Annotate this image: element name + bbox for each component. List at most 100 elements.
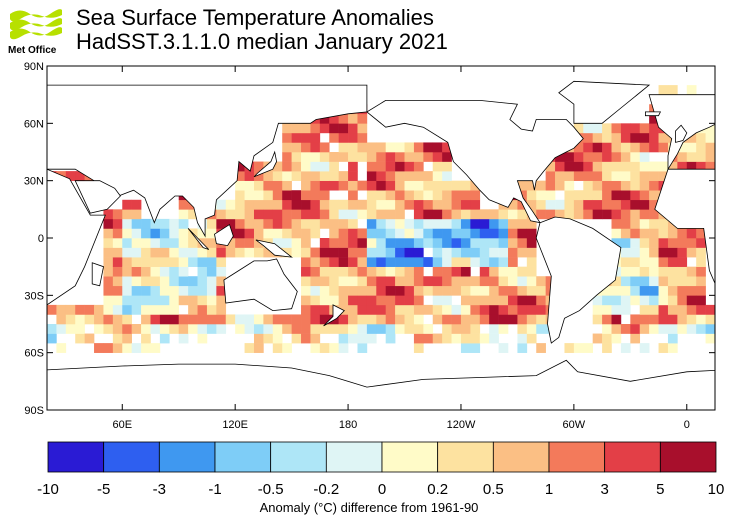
anomaly-cell: [122, 285, 132, 296]
anomaly-cell: [65, 171, 76, 181]
anomaly-cell: [489, 266, 499, 277]
land-arabia: [74, 180, 121, 214]
anomaly-cell: [442, 276, 452, 287]
anomaly-cell: [235, 180, 245, 191]
anomaly-cell: [206, 295, 217, 306]
anomaly-cell: [517, 295, 528, 306]
anomaly-cell: [479, 314, 490, 325]
anomaly-cell: [658, 324, 669, 334]
anomaly-cell: [592, 171, 603, 181]
anomaly-cell: [253, 333, 264, 344]
anomaly-cell: [517, 314, 528, 325]
anomaly-cell: [583, 171, 593, 181]
anomaly-cell: [583, 343, 593, 353]
anomaly-cell: [630, 199, 641, 210]
anomaly-cell: [432, 190, 443, 201]
anomaly-cell: [630, 171, 641, 181]
anomaly-cell: [366, 324, 377, 334]
anomaly-cell: [348, 209, 358, 220]
anomaly-cell: [479, 209, 490, 220]
anomaly-cell: [602, 314, 612, 325]
anomaly-cell: [413, 228, 424, 239]
anomaly-cell: [498, 343, 509, 353]
anomaly-cell: [479, 218, 490, 229]
anomaly-cell: [291, 209, 302, 220]
anomaly-cell: [141, 247, 151, 258]
anomaly-cell: [348, 266, 358, 277]
anomaly-cell: [188, 324, 198, 334]
legend-swatch: [492, 441, 550, 473]
anomaly-cell: [649, 190, 659, 201]
anomaly-cell: [432, 238, 443, 248]
anomaly-cell: [65, 324, 76, 334]
anomaly-cell: [649, 266, 659, 277]
anomaly-cell: [611, 276, 622, 287]
anomaly-cell: [526, 199, 537, 210]
anomaly-cell: [329, 199, 339, 210]
anomaly-cell: [696, 324, 706, 334]
anomaly-cell: [564, 190, 575, 201]
anomaly-cell: [508, 257, 518, 267]
anomaly-cell: [686, 152, 697, 162]
anomaly-cell: [178, 199, 189, 210]
anomaly-cell: [705, 123, 715, 134]
anomaly-cell: [470, 199, 481, 210]
anomaly-cell: [395, 295, 405, 306]
anomaly-cell: [583, 132, 593, 143]
anomaly-cell: [508, 199, 518, 210]
anomaly-cell: [385, 304, 396, 315]
anomaly-cell: [404, 152, 415, 162]
anomaly-cell: [442, 257, 452, 267]
anomaly-cell: [310, 285, 321, 296]
anomaly-cell: [122, 333, 132, 344]
land-madagascar: [91, 262, 104, 287]
anomaly-cell: [432, 180, 443, 191]
anomaly-cell: [686, 276, 697, 287]
anomaly-cell: [526, 266, 537, 277]
anomaly-cell: [498, 304, 509, 315]
anomaly-cell: [442, 199, 452, 210]
anomaly-cell: [366, 238, 377, 248]
anomaly-cell: [620, 152, 631, 162]
anomaly-cell: [338, 285, 349, 296]
anomaly-cell: [263, 180, 274, 191]
anomaly-cell: [141, 266, 151, 277]
anomaly-cell: [649, 238, 659, 248]
anomaly-cell: [451, 333, 462, 344]
anomaly-cell: [470, 257, 481, 267]
anomaly-cell: [216, 276, 227, 287]
anomaly-cell: [319, 285, 330, 296]
anomaly-cell: [348, 228, 358, 239]
anomaly-cell: [686, 228, 697, 239]
anomaly-cell: [150, 247, 161, 258]
anomaly-cell: [338, 238, 349, 248]
anomaly-cell: [178, 333, 189, 344]
anomaly-cell: [658, 132, 669, 143]
anomaly-cell: [677, 161, 688, 172]
anomaly-cell: [423, 142, 434, 153]
anomaly-cell: [301, 123, 311, 134]
anomaly-cell: [301, 257, 311, 267]
legend-swatch: [214, 441, 272, 473]
anomaly-cell: [385, 266, 396, 277]
anomaly-cell: [423, 199, 434, 210]
anomaly-cell: [178, 257, 189, 267]
anomaly-cell: [338, 295, 349, 306]
anomaly-cell: [404, 266, 415, 277]
anomaly-cell: [686, 132, 697, 143]
anomaly-cell: [413, 257, 424, 267]
anomaly-cell: [112, 295, 123, 306]
anomaly-cell: [272, 190, 283, 201]
anomaly-cell: [385, 209, 396, 220]
met-office-logo: Met Office: [6, 6, 68, 58]
anomaly-cell: [131, 343, 142, 353]
anomaly-cell: [611, 161, 622, 172]
anomaly-cell: [611, 295, 622, 306]
anomaly-cell: [103, 209, 114, 220]
anomaly-cell: [253, 218, 264, 229]
anomaly-cell: [658, 171, 669, 181]
anomaly-cell: [159, 238, 170, 248]
anomaly-cell: [112, 266, 123, 277]
anomaly-cell: [630, 209, 641, 220]
anomaly-cell: [395, 257, 405, 267]
